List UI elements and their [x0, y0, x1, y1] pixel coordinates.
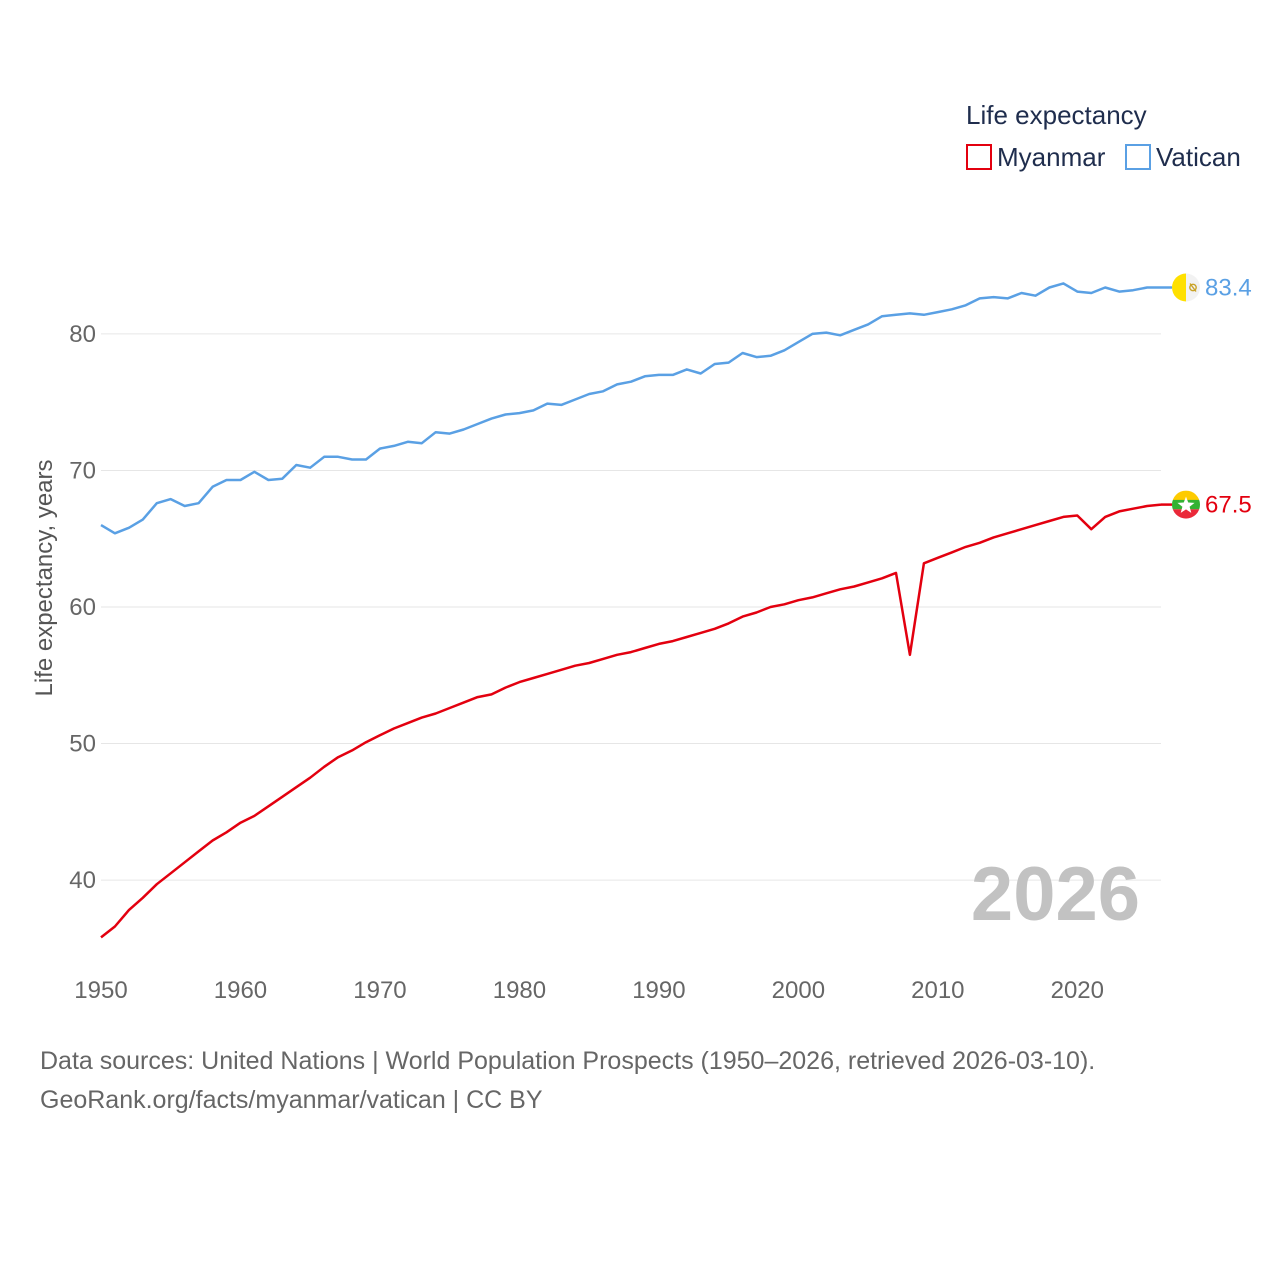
series-end-label-vatican: 83.4: [1205, 275, 1252, 302]
x-tick-label-1970: 1970: [353, 977, 406, 1004]
x-tick-label-1960: 1960: [214, 977, 267, 1004]
y-tick-label-60: 60: [69, 594, 96, 621]
myanmar-flag-icon: [1172, 490, 1200, 519]
series-end-label-myanmar: 67.5: [1205, 492, 1252, 519]
x-tick-label-1980: 1980: [493, 977, 546, 1004]
y-tick-label-40: 40: [69, 867, 96, 894]
legend-swatch-vatican[interactable]: [1125, 144, 1151, 170]
source-line-2[interactable]: GeoRank.org/facts/myanmar/vatican | CC B…: [40, 1086, 543, 1114]
legend-swatch-myanmar[interactable]: [966, 144, 992, 170]
legend-title: Life expectancy: [966, 100, 1147, 130]
vatican-flag-icon: [1172, 273, 1200, 302]
x-tick-label-1990: 1990: [632, 977, 685, 1004]
x-tick-label-2010: 2010: [911, 977, 964, 1004]
series-line-myanmar[interactable]: [100, 503, 1162, 939]
life-expectancy-chart: 40 50 60 70 80 1950 1960 1970 1980 1990 2000 2010 2…: [31, 100, 1252, 1004]
source-note: Data sources: United Nations | World Pop…: [40, 1042, 1240, 1120]
legend-label-myanmar[interactable]: Myanmar: [997, 142, 1106, 172]
y-tick-label-70: 70: [69, 457, 96, 484]
series-lines: [100, 282, 1162, 939]
x-tick-label-2020: 2020: [1051, 977, 1104, 1004]
current-year-label: 2026: [971, 852, 1140, 937]
x-axis-ticks: 1950 1960 1970 1980 1990 2000 2010 2020: [74, 977, 1104, 1004]
grid-lines: [101, 333, 1161, 881]
legend-label-vatican[interactable]: Vatican: [1156, 142, 1241, 172]
source-line-1: Data sources: United Nations | World Pop…: [40, 1047, 1096, 1075]
series-end-labels: 67.5 83.4: [1161, 273, 1252, 519]
y-axis-label: Life expectancy, years: [31, 459, 58, 696]
x-tick-label-2000: 2000: [772, 977, 825, 1004]
series-line-vatican[interactable]: [100, 282, 1161, 535]
x-tick-label-1950: 1950: [74, 977, 127, 1004]
y-tick-label-50: 50: [69, 731, 96, 758]
y-axis-ticks: 40 50 60 70 80: [69, 321, 96, 894]
legend: Life expectancy Myanmar Vatican: [966, 100, 1241, 172]
y-tick-label-80: 80: [69, 321, 96, 348]
